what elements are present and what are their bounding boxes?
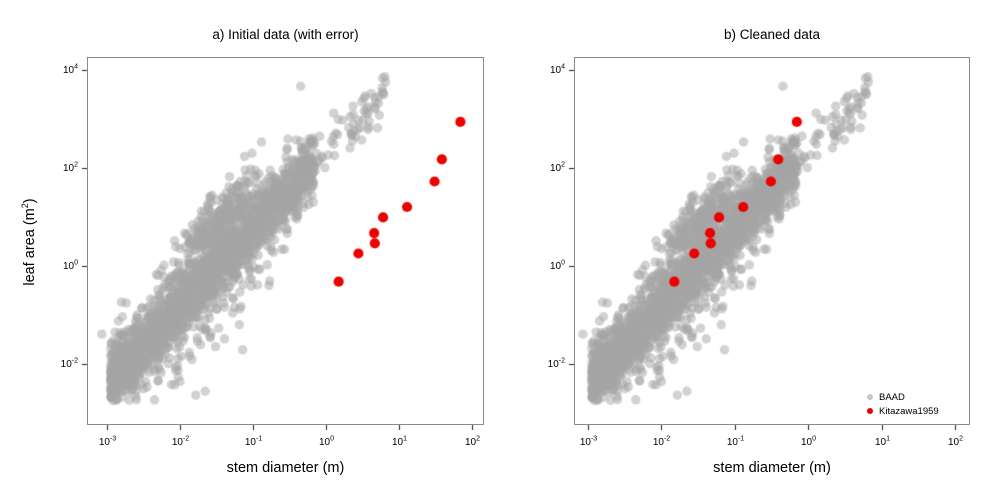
x-axis-tick-label: 10-2 [171, 435, 190, 448]
y-axis-tick-label: 102 [549, 161, 565, 174]
x-axis-tick-label: 100 [318, 435, 335, 448]
x-axis-tick-label: 102 [947, 435, 964, 448]
y-axis-tick-label: 102 [62, 161, 78, 174]
x-axis-tick-label: 101 [874, 435, 891, 448]
y-axis-label-text: leaf area (m [21, 208, 38, 286]
legend: BAAD Kitazawa1959 [867, 390, 939, 418]
legend-item-kitazawa: Kitazawa1959 [867, 404, 939, 418]
x-axis-tick-label: 102 [464, 435, 481, 448]
y-axis-label-close: ) [21, 198, 38, 204]
y-axis-tick-label: 100 [62, 259, 78, 272]
panel-b-x-axis-label: stem diameter (m) [713, 460, 831, 476]
x-axis-tick-label: 10-1 [244, 435, 263, 448]
x-axis-tick-label: 10-3 [98, 435, 117, 448]
legend-label-kitazawa: Kitazawa1959 [879, 405, 939, 417]
y-axis-label: leaf area (m2) [20, 198, 38, 285]
x-axis-tick-label: 100 [800, 435, 817, 448]
legend-label-baad: BAAD [879, 391, 905, 403]
y-axis-tick-label: 104 [549, 63, 565, 76]
panel-a-x-axis-label: stem diameter (m) [226, 460, 345, 476]
panel-a-plot-area [87, 57, 484, 425]
x-axis-tick-label: 10-1 [726, 435, 745, 448]
panel-b-title: b) Cleaned data [723, 27, 821, 42]
panel-b-plot-area [574, 57, 970, 425]
legend-item-baad: BAAD [867, 390, 939, 404]
x-axis-tick-label: 10-2 [652, 435, 671, 448]
y-axis-tick-label: 10-2 [60, 357, 78, 370]
x-axis-tick-label: 101 [391, 435, 408, 448]
y-axis-label-superscript: 2 [20, 203, 31, 209]
x-axis-tick-label: 10-3 [579, 435, 598, 448]
y-axis-tick-label: 10-2 [547, 357, 565, 370]
baad-legend-dot-icon [867, 394, 873, 400]
y-axis-tick-label: 100 [549, 259, 565, 272]
kitazawa-legend-dot-icon [867, 408, 873, 414]
panel-a-title: a) Initial data (with error) [212, 27, 359, 42]
y-axis-tick-label: 104 [62, 63, 78, 76]
